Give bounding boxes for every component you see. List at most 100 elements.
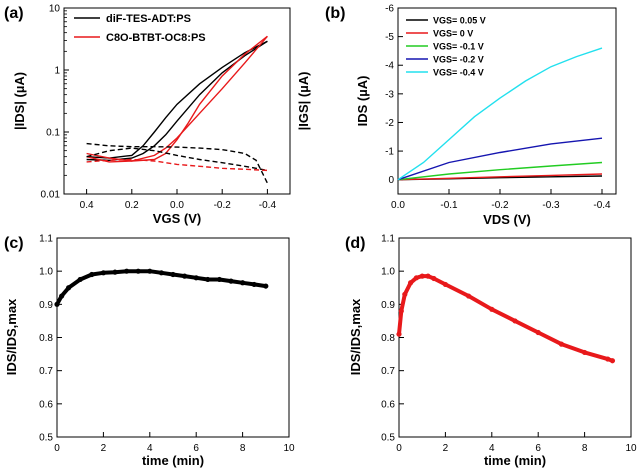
panel-c-data-point: [124, 268, 130, 274]
panel-a-legend: diF-TES-ADT:PS C8O-BTBT-OC8:PS: [74, 13, 206, 44]
panel-c-data-point: [205, 276, 211, 283]
panel-d-data-point: [582, 349, 588, 356]
panel-d-ytick-label: 0.5: [381, 433, 395, 444]
panel-c-ytick-label: 0.6: [39, 399, 53, 410]
panel-b-ytick-label: -6: [385, 4, 394, 15]
panel-b-ytick-label: -3: [385, 89, 394, 100]
panel-a-xtick-label: -0.4: [259, 200, 277, 211]
panel-b-series-line: [397, 137, 603, 181]
panel-b-ytick-label: -1: [385, 147, 394, 158]
panel-a-xtick-label: 0.4: [80, 200, 94, 211]
panel-c-data-point: [135, 268, 141, 274]
panel-a-xlabel: VGS (V): [153, 211, 201, 226]
panel-c-data-point: [228, 278, 234, 284]
panel-b-legend-label: VGS= -0.1 V: [433, 42, 484, 52]
panel-c-data-point: [100, 270, 106, 276]
panel-c-series-line: [55, 269, 268, 307]
panel-b-ytick-label: -5: [385, 32, 394, 43]
panel-c-data-point: [263, 283, 269, 289]
panel-d-data-point: [402, 291, 408, 297]
legend-label-C8O-BTBT: C8O-BTBT-OC8:PS: [106, 32, 206, 44]
panel-c-data-point: [158, 270, 164, 276]
panel-d-data-point: [398, 308, 404, 314]
panel-d-data-point: [396, 331, 402, 337]
panel-d-frame: [398, 237, 632, 438]
panel-c-data-point: [147, 268, 153, 274]
legend-label-diF-TES-ADT: diF-TES-ADT:PS: [106, 13, 191, 25]
panel-b-ylabel: IDS (µA): [355, 76, 370, 127]
panel-b-legend-label: VGS= -0.2 V: [433, 55, 484, 65]
panel-c: (c) 0 2 4 6 8 10 0.5 0.6 0.7 0.8 0.9 1.0 1.1 time (m…: [4, 234, 295, 468]
panel-d-data-point: [605, 356, 611, 362]
panel-c-data-point: [54, 301, 60, 307]
panel-c-ytick-label: 1.0: [39, 267, 53, 278]
panel-c-data-point: [240, 280, 246, 286]
panel-a-xtick-label: 0.0: [170, 200, 184, 211]
panel-d-data-point: [431, 275, 437, 282]
panel-a-xtick-label: 0.2: [125, 200, 139, 211]
panel-d-data-point: [419, 273, 425, 279]
panel-c-data-point: [112, 269, 118, 275]
panel-d-xtick-label: 4: [489, 443, 495, 454]
panel-a-series-line: [86, 40, 268, 159]
panel-c-ytick-label: 1.1: [39, 234, 53, 245]
panel-c-ytick-label: 0.7: [39, 366, 53, 377]
panel-b-xlabel: VDS (V): [483, 212, 531, 227]
panel-a: (a) 0.4 0.2 0.0 -0.2 -0.4 0.01 0.1 1 10 diF-TES-…: [4, 4, 311, 227]
panel-a-series-line: [86, 40, 268, 162]
panel-d-data-point: [489, 306, 495, 312]
panel-c-data-point: [182, 273, 188, 279]
panel-d-xtick-label: 0: [396, 443, 402, 454]
panel-d-data-point: [442, 281, 448, 288]
panel-c-series: [54, 268, 269, 307]
panel-d-xtick-label: 6: [535, 443, 541, 454]
panel-b-ytick-label: -4: [385, 61, 394, 72]
panel-b-legend-label: VGS= -0.4 V: [433, 68, 484, 78]
panel-b-xtick-label: -0.3: [542, 200, 560, 211]
panel-c-data-point: [77, 276, 83, 283]
panel-a-ylabel-right: |IGS| (µA): [296, 72, 311, 131]
panel-a-ytick-label: 10: [49, 4, 61, 15]
panel-a-ytick-label: 0.1: [46, 128, 60, 139]
panel-b-ytick-label: 0: [388, 175, 394, 186]
panel-d-series-line: [397, 274, 615, 363]
panel-a-series-line: [86, 142, 269, 184]
panel-b-frame: [397, 7, 617, 195]
panel-b-ticks: 0.0 -0.1 -0.2 -0.3 -0.4 0 -1 -2 -3 -4 -5 -6: [385, 4, 611, 212]
panel-b-series-line: [397, 47, 603, 181]
panel-d-ytick-label: 0.8: [381, 333, 395, 344]
panel-c-xtick-label: 6: [193, 443, 199, 454]
panel-d: (d) 0 2 4 6 8 10 0.5 0.6 0.7 0.8 0.9 1.0 1.1 time (m…: [345, 234, 637, 468]
panel-d-data-point: [466, 293, 472, 299]
panel-a-ytick-label: 0.01: [41, 190, 61, 201]
panel-b-xtick-label: -0.1: [440, 200, 458, 211]
panel-a-ytick-label: 1: [54, 66, 60, 77]
panel-d-data-point: [408, 280, 414, 286]
panel-a-series-line: [86, 147, 268, 172]
panel-c-data-point: [59, 293, 65, 299]
panel-d-data-point: [558, 341, 565, 347]
panel-d-data-point: [535, 329, 541, 336]
panel-c-ytick-label: 0.9: [39, 300, 53, 311]
panel-b-label: (b): [325, 5, 345, 22]
panel-b-xtick-label: -0.4: [593, 200, 611, 211]
panel-a-xtick-label: -0.2: [214, 200, 232, 211]
panel-d-data-point: [512, 318, 518, 324]
panel-d-ytick-label: 0.6: [381, 399, 395, 410]
panel-c-data-point: [170, 271, 176, 278]
panel-b-xtick-label: 0.0: [391, 200, 405, 211]
panel-c-data-point: [89, 271, 95, 278]
panel-d-ytick-label: 1.1: [381, 234, 395, 245]
panel-a-series-line: [86, 35, 268, 162]
panel-c-xlabel: time (min): [142, 453, 204, 468]
panel-b-legend-label: VGS= 0.05 V: [433, 16, 486, 26]
panel-c-xtick-label: 4: [147, 443, 153, 454]
panel-c-data-point: [193, 275, 199, 281]
panel-d-xtick-label: 2: [443, 443, 449, 454]
panel-b: (b) 0.0 -0.1 -0.2 -0.3 -0.4 0 -1 -2 -3 -4 -5 -6 VGS…: [325, 4, 617, 227]
panel-b-xtick-label: -0.2: [491, 200, 509, 211]
panel-c-xtick-label: 8: [240, 443, 246, 454]
panel-c-frame: [56, 237, 290, 438]
panel-c-label: (c): [4, 235, 24, 252]
